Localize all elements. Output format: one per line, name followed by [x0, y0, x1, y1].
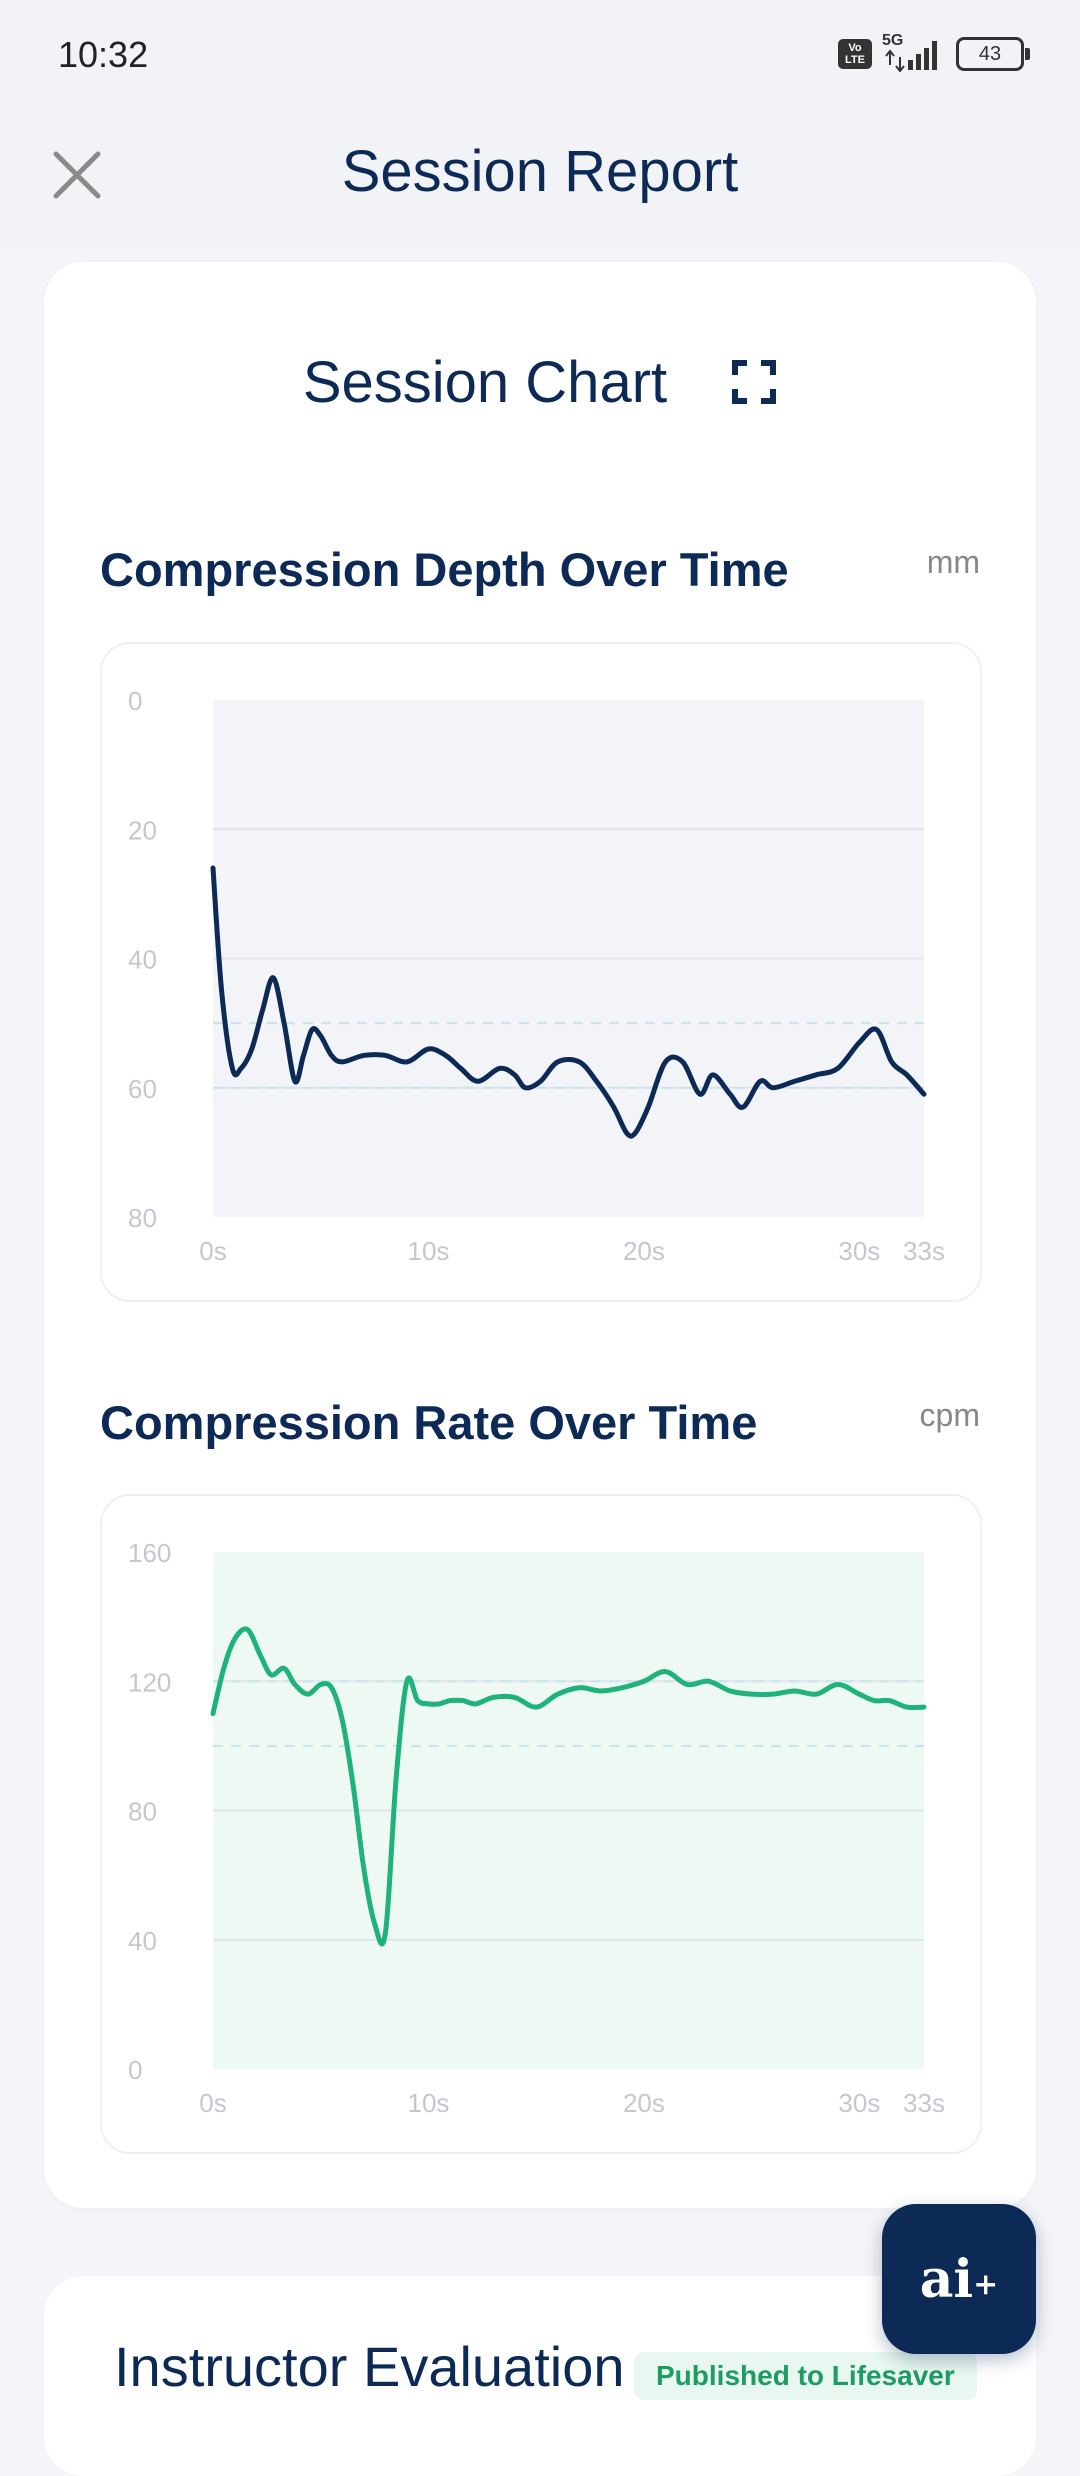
y-tick-label: 160 [128, 1538, 171, 1568]
x-tick-label: 30s [838, 2088, 880, 2118]
series-line [210, 865, 927, 1139]
evaluation-title: Instructor Evaluation [114, 2335, 625, 2398]
y-tick-label: 120 [128, 1667, 171, 1697]
y-tick-label: 40 [128, 1926, 157, 1956]
x-tick-label: 20s [623, 2088, 665, 2118]
battery-icon: 43 [956, 37, 1030, 71]
session-chart-card: Session Chart Compression Depth Over Tim… [44, 262, 1036, 2208]
rate-unit: cpm [919, 1397, 980, 1433]
x-tick-label: 10s [407, 1236, 449, 1266]
rate-chart-box: 160 120 80 40 0 0s 10s 20s 30s 33s [100, 1494, 982, 2154]
ai-assistant-button[interactable]: ai + [882, 2204, 1036, 2354]
close-icon [53, 151, 101, 199]
y-tick-label: 80 [128, 1203, 157, 1233]
status-bar: 10:32 Vo LTE 5G 43 [0, 0, 1080, 110]
card-title-row: Session Chart [44, 342, 1036, 422]
y-tick-label: 0 [128, 2055, 142, 2085]
y-tick-label: 40 [128, 945, 157, 975]
x-tick-label: 0s [199, 2088, 226, 2118]
network-label: 5G [882, 32, 904, 49]
x-tick-label: 10s [407, 2088, 449, 2118]
published-badge: Published to Lifesaver [634, 2352, 977, 2400]
rate-chart: 160 120 80 40 0 0s 10s 20s 30s 33s [128, 1538, 945, 2118]
x-tick-label: 30s [838, 1236, 880, 1266]
ai-plus: + [973, 2266, 999, 2302]
expand-icon[interactable] [731, 359, 777, 405]
depth-chart-box: 0 20 40 60 80 0s 10s 20s 30s 33s [100, 642, 982, 1302]
close-button[interactable] [46, 144, 108, 206]
x-tick-label: 0s [199, 1236, 226, 1266]
y-tick-label: 60 [128, 1074, 157, 1104]
y-tick-label: 20 [128, 815, 157, 845]
ai-label: ai [919, 2248, 974, 2310]
x-tick-label: 20s [623, 1236, 665, 1266]
status-icons: Vo LTE 5G 43 [838, 32, 1030, 72]
status-time: 10:32 [58, 34, 149, 75]
app-header: Session Report [0, 110, 1080, 248]
y-tick-label: 80 [128, 1797, 157, 1827]
depth-unit: mm [926, 544, 980, 580]
page-title: Session Report [341, 139, 739, 204]
depth-chart: 0 20 40 60 80 0s 10s 20s 30s 33s [128, 686, 945, 1266]
volte-line2: LTE [845, 54, 865, 66]
series-line [210, 1626, 927, 1947]
volte-icon: Vo LTE [838, 39, 872, 69]
depth-chart-title: Compression Depth Over Time [100, 543, 789, 596]
rate-chart-title: Compression Rate Over Time [100, 1396, 758, 1449]
signal-icon: 5G [882, 32, 946, 72]
volte-line1: Vo [848, 42, 862, 54]
y-tick-label: 0 [128, 686, 142, 716]
x-tick-label: 33s [903, 2088, 945, 2118]
x-tick-label: 33s [903, 1236, 945, 1266]
card-title: Session Chart [302, 349, 668, 415]
